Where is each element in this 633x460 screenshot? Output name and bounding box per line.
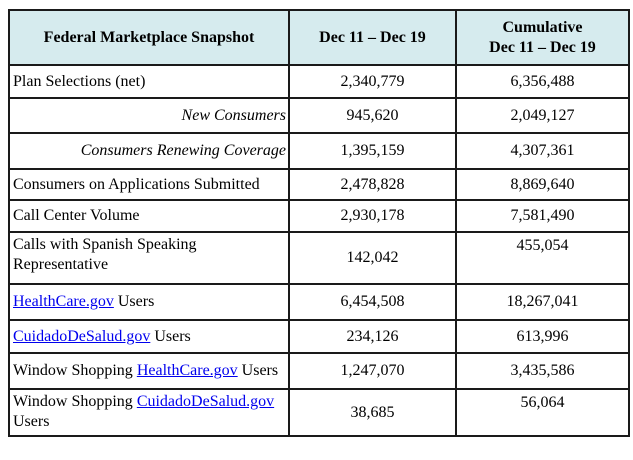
cumulative-value: 3,435,586 xyxy=(455,352,630,390)
table-row-new-consumers: New Consumers 945,620 2,049,127 xyxy=(8,97,630,134)
cumulative-value: 613,996 xyxy=(455,319,630,354)
cumulative-value: 8,869,640 xyxy=(455,168,630,201)
row-label: Plan Selections (net) xyxy=(8,64,290,99)
table-row-applications-submitted: Consumers on Applications Submitted 2,47… xyxy=(8,168,630,201)
row-label-prefix: Window Shopping xyxy=(13,362,137,379)
cumulative-value: 4,307,361 xyxy=(455,132,630,170)
table-row-cuidadodesalud-gov-users: CuidadoDeSalud.gov Users 234,126 613,996 xyxy=(8,319,630,354)
column-header-cumulative: Cumulative Dec 11 – Dec 19 xyxy=(455,9,630,66)
week-value: 945,620 xyxy=(288,97,457,134)
row-label: Consumers on Applications Submitted xyxy=(8,168,290,201)
row-label: Calls with Spanish Speaking Representati… xyxy=(8,231,290,285)
table-row-plan-selections: Plan Selections (net) 2,340,779 6,356,48… xyxy=(8,64,630,99)
row-label-prefix: Window Shopping xyxy=(13,393,137,410)
table-row-spanish-calls: Calls with Spanish Speaking Representati… xyxy=(8,231,630,285)
week-value: 142,042 xyxy=(288,231,457,285)
federal-marketplace-snapshot-table: Federal Marketplace Snapshot Dec 11 – De… xyxy=(8,9,630,437)
row-label: Call Center Volume xyxy=(8,199,290,233)
cumulative-label-line1: Cumulative xyxy=(502,18,583,36)
row-label: Window Shopping CuidadoDeSalud.gov Users xyxy=(8,388,290,437)
header-row: Federal Marketplace Snapshot Dec 11 – De… xyxy=(8,9,630,66)
week-value: 1,247,070 xyxy=(288,352,457,390)
row-label-suffix: Users xyxy=(237,362,279,379)
table-row-window-shopping-healthcare: Window Shopping HealthCare.gov Users 1,2… xyxy=(8,352,630,390)
table-title: Federal Marketplace Snapshot xyxy=(8,9,290,66)
week-value: 2,340,779 xyxy=(288,64,457,99)
cumulative-value: 18,267,041 xyxy=(455,283,630,321)
week-value: 2,478,828 xyxy=(288,168,457,201)
table-row-window-shopping-cuidadodesalud: Window Shopping CuidadoDeSalud.gov Users… xyxy=(8,388,630,437)
row-label-suffix: Users xyxy=(113,293,155,310)
row-label: New Consumers xyxy=(8,97,290,134)
window-shopping-healthcare-gov-link[interactable]: HealthCare.gov xyxy=(136,362,238,379)
window-shopping-cuidadodesalud-gov-link[interactable]: CuidadoDeSalud.gov xyxy=(136,393,275,410)
table-row-consumers-renewing: Consumers Renewing Coverage 1,395,159 4,… xyxy=(8,132,630,170)
table-row-call-center-volume: Call Center Volume 2,930,178 7,581,490 xyxy=(8,199,630,233)
table-row-healthcare-gov-users: HealthCare.gov Users 6,454,508 18,267,04… xyxy=(8,283,630,321)
cumulative-value: 7,581,490 xyxy=(455,199,630,233)
week-value: 1,395,159 xyxy=(288,132,457,170)
healthcare-gov-link[interactable]: HealthCare.gov xyxy=(13,293,114,310)
cumulative-value: 2,049,127 xyxy=(455,97,630,134)
cumulative-label-line2: Dec 11 – Dec 19 xyxy=(489,38,596,56)
cumulative-value: 6,356,488 xyxy=(455,64,630,99)
cumulative-value: 455,054 xyxy=(455,231,630,285)
week-value: 38,685 xyxy=(288,388,457,437)
row-label-suffix: Users xyxy=(13,413,50,430)
row-label: CuidadoDeSalud.gov Users xyxy=(8,319,290,354)
cumulative-value: 56,064 xyxy=(455,388,630,437)
row-label: Consumers Renewing Coverage xyxy=(8,132,290,170)
cuidadodesalud-gov-link[interactable]: CuidadoDeSalud.gov xyxy=(13,327,151,345)
row-label: HealthCare.gov Users xyxy=(8,283,290,321)
week-value: 234,126 xyxy=(288,319,457,354)
row-label-suffix: Users xyxy=(150,327,191,345)
column-header-week: Dec 11 – Dec 19 xyxy=(288,9,457,66)
row-label: Window Shopping HealthCare.gov Users xyxy=(8,352,290,390)
week-value: 2,930,178 xyxy=(288,199,457,233)
week-value: 6,454,508 xyxy=(288,283,457,321)
